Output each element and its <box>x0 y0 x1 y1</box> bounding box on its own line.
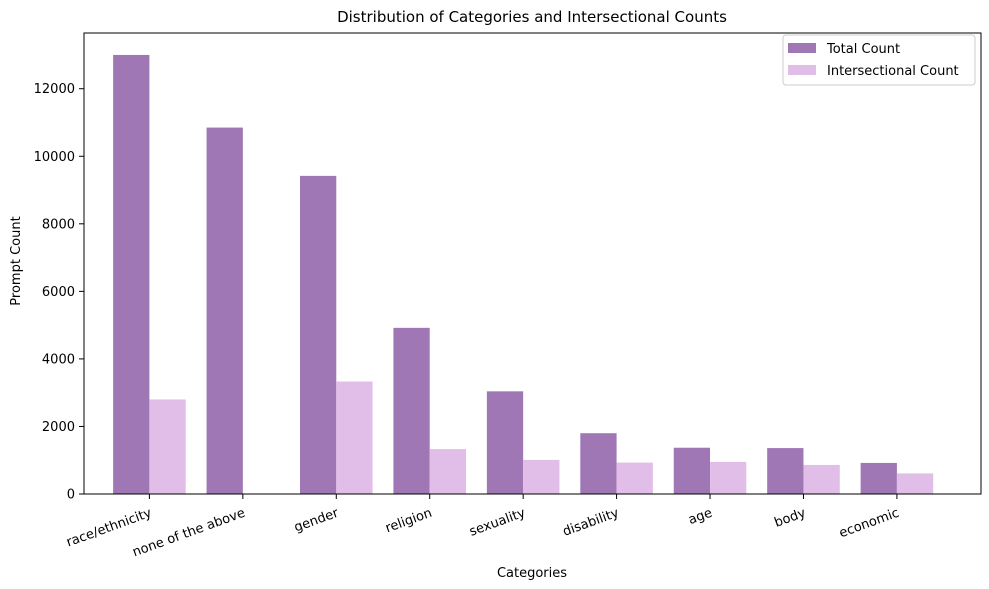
y-tick-label: 4000 <box>42 352 75 367</box>
legend-swatch-total <box>788 43 816 53</box>
y-tick-label: 10000 <box>34 150 75 165</box>
y-tick-label: 2000 <box>42 420 75 435</box>
x-axis-label: Categories <box>497 566 567 581</box>
bar-total-7 <box>767 448 804 494</box>
legend-swatch-intersectional <box>788 65 816 75</box>
bar-total-2 <box>299 175 337 495</box>
bar-intersectional-5 <box>616 462 653 494</box>
y-axis-label: Prompt Count <box>9 216 24 305</box>
bar-intersectional-0 <box>149 399 186 494</box>
y-tick-label: 0 <box>67 488 75 503</box>
bar-intersectional-4 <box>523 459 560 494</box>
x-tick-label: sexuality <box>467 506 527 540</box>
y-tick-label: 6000 <box>42 285 75 300</box>
legend-label-intersectional: Intersectional Count <box>827 64 959 79</box>
x-tick-label: religion <box>384 506 435 537</box>
x-tick-label: gender <box>292 505 341 535</box>
bar-total-4 <box>486 391 524 494</box>
legend-label-total: Total Count <box>826 42 900 57</box>
bar-intersectional-6 <box>710 461 747 494</box>
bar-total-8 <box>860 462 897 494</box>
bar-intersectional-7 <box>803 464 840 494</box>
bar-intersectional-8 <box>896 473 934 494</box>
bar-total-0 <box>113 54 150 494</box>
y-tick-label: 12000 <box>34 82 75 97</box>
x-tick-label: age <box>687 506 715 528</box>
bar-total-1 <box>206 127 243 494</box>
y-tick-label: 8000 <box>42 217 75 232</box>
bar-intersectional-3 <box>429 449 467 494</box>
bar-total-3 <box>393 327 430 494</box>
legend: Total Count Intersectional Count <box>782 34 976 86</box>
x-tick-label: economic <box>837 506 901 542</box>
bar-total-6 <box>673 447 711 494</box>
x-tick-label: body <box>772 506 808 531</box>
chart-title: Distribution of Categories and Intersect… <box>337 8 727 26</box>
legend-box <box>782 34 976 86</box>
bar-total-5 <box>580 433 617 494</box>
x-tick-label: disability <box>561 506 621 540</box>
bar-intersectional-2 <box>336 381 373 494</box>
axes-frame <box>83 32 982 495</box>
